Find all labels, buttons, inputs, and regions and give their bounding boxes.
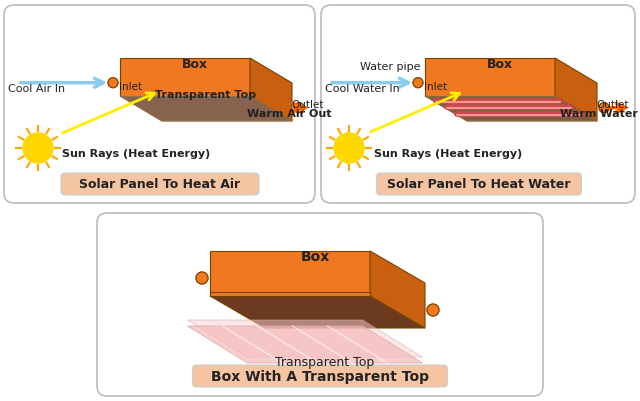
FancyBboxPatch shape	[321, 6, 635, 203]
Circle shape	[427, 304, 439, 316]
Text: Sun Rays (Heat Energy): Sun Rays (Heat Energy)	[62, 149, 211, 159]
FancyBboxPatch shape	[61, 174, 259, 196]
Polygon shape	[188, 320, 422, 357]
Text: Warm Air Out: Warm Air Out	[247, 108, 332, 118]
Text: Box: Box	[300, 249, 330, 263]
Text: Solar Panel To Heat Water: Solar Panel To Heat Water	[387, 178, 571, 191]
Text: Water pipe: Water pipe	[360, 62, 420, 72]
Text: Outlet: Outlet	[291, 99, 323, 109]
Circle shape	[294, 103, 304, 113]
Polygon shape	[210, 251, 370, 296]
Text: Warm Water Out: Warm Water Out	[560, 108, 640, 118]
Polygon shape	[210, 292, 370, 296]
FancyBboxPatch shape	[4, 6, 315, 203]
Polygon shape	[120, 97, 292, 122]
FancyBboxPatch shape	[193, 365, 447, 387]
Circle shape	[599, 103, 609, 113]
FancyBboxPatch shape	[376, 174, 582, 196]
Text: Transparent Top: Transparent Top	[275, 355, 374, 368]
Polygon shape	[210, 296, 425, 328]
Text: Outlet: Outlet	[596, 99, 628, 109]
Text: Cool Water In: Cool Water In	[325, 83, 400, 93]
Polygon shape	[555, 59, 597, 122]
Polygon shape	[425, 97, 597, 122]
Circle shape	[196, 272, 208, 284]
FancyBboxPatch shape	[97, 213, 543, 396]
Polygon shape	[370, 251, 425, 328]
Text: Inlet: Inlet	[424, 81, 447, 91]
Text: Sun Rays (Heat Energy): Sun Rays (Heat Energy)	[374, 149, 522, 159]
Polygon shape	[120, 59, 250, 97]
Text: Cool Air In: Cool Air In	[8, 83, 65, 93]
Polygon shape	[188, 326, 422, 363]
Text: Box: Box	[487, 59, 513, 71]
Circle shape	[334, 134, 364, 164]
Circle shape	[413, 79, 423, 89]
Text: Box With A Transparent Top: Box With A Transparent Top	[211, 369, 429, 383]
Polygon shape	[250, 59, 292, 122]
Text: Transparent Top: Transparent Top	[156, 90, 257, 100]
Text: Solar Panel To Heat Air: Solar Panel To Heat Air	[79, 178, 241, 191]
Text: Box: Box	[182, 59, 208, 71]
Polygon shape	[425, 97, 597, 122]
Text: Inlet: Inlet	[119, 81, 142, 91]
Circle shape	[23, 134, 53, 164]
Circle shape	[108, 79, 118, 89]
Polygon shape	[425, 59, 555, 97]
Polygon shape	[120, 97, 292, 122]
